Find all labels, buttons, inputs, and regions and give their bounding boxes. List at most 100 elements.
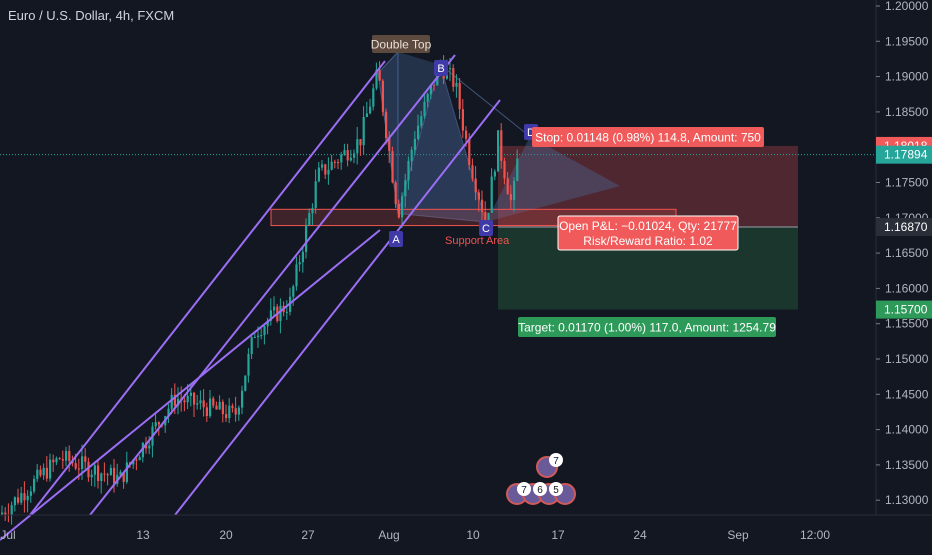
candle-body	[369, 106, 372, 114]
candle-body	[471, 165, 474, 179]
point-c-label[interactable]: C	[479, 220, 493, 236]
candle-body	[29, 491, 32, 496]
candle-body	[154, 422, 157, 427]
candle-body	[49, 459, 52, 479]
candle-body	[481, 199, 484, 212]
candle-body	[497, 130, 500, 172]
entry-price-badge-text: 1.16870	[884, 220, 928, 234]
candle-body	[346, 150, 349, 161]
candle-body	[381, 80, 384, 112]
event-count-text: 6	[537, 485, 543, 496]
price-tick-label: 1.15500	[885, 317, 929, 331]
candle-body	[388, 138, 391, 152]
candle-body	[257, 335, 260, 338]
candle-body	[273, 306, 276, 311]
candle-body	[13, 497, 16, 506]
candle-body	[465, 130, 468, 139]
candle-body	[263, 326, 266, 336]
candle-body	[433, 84, 436, 86]
candle-body	[141, 442, 144, 458]
candle-body	[285, 311, 288, 313]
candle-body	[61, 459, 64, 461]
event-count-text: 7	[521, 485, 527, 496]
price-tick-label: 1.19000	[885, 70, 929, 84]
candle-body	[484, 211, 487, 222]
time-tick-label: Sep	[727, 528, 749, 542]
candle-body	[205, 407, 208, 417]
pnl-box[interactable]: Open P&L: −0.01024, Qty: 21777Risk/Rewar…	[557, 215, 739, 251]
point-b-label[interactable]: B	[434, 60, 448, 76]
price-tick-label: 1.13000	[885, 493, 929, 507]
candle-body	[173, 394, 176, 406]
price-axis[interactable]: 1.200001.195001.190001.185001.180001.175…	[875, 0, 932, 550]
candle-body	[177, 398, 180, 406]
candle-body	[317, 167, 320, 182]
time-axis[interactable]: Jul 13 20 27 Aug 10 17 24 Sep 12:00	[0, 514, 932, 542]
candle-body	[55, 458, 58, 463]
candle-body	[167, 408, 170, 417]
candle-body	[503, 160, 506, 179]
candle-body	[113, 467, 116, 484]
candle-body	[333, 161, 336, 163]
candle-body	[308, 213, 311, 226]
candle-body	[397, 203, 400, 218]
candle-body	[449, 68, 452, 70]
candle-body	[90, 474, 93, 478]
candle-body	[196, 403, 199, 405]
candle-body	[4, 512, 7, 515]
event-badges[interactable]: 77 6 5	[506, 453, 576, 505]
candle-body	[468, 138, 471, 166]
candle-body	[260, 335, 263, 337]
candle-body	[1, 512, 4, 515]
candle-body	[247, 353, 250, 376]
candle-body	[356, 139, 359, 154]
point-c-label-text: C	[482, 223, 490, 235]
pattern-cd-fill	[486, 136, 620, 223]
candle-body	[330, 161, 333, 170]
candle-body	[426, 94, 429, 102]
candle-body	[84, 456, 87, 462]
candle-body	[10, 505, 13, 515]
candle-body	[385, 111, 388, 139]
time-tick-label: Jul	[0, 528, 15, 542]
time-tick-label: Aug	[378, 528, 399, 542]
candle-body	[103, 473, 106, 475]
candle-body	[253, 337, 256, 339]
candle-body	[138, 457, 141, 461]
candle-body	[455, 82, 458, 87]
stop-label[interactable]: Stop: 0.01148 (0.98%) 114.8, Amount: 750	[532, 127, 764, 147]
time-tick-label: 27	[301, 528, 315, 542]
candle-body	[292, 286, 295, 297]
candle-body	[148, 445, 151, 449]
candle-body	[413, 138, 416, 150]
time-tick-label: 24	[633, 528, 647, 542]
candle-body	[314, 181, 317, 208]
candle-body	[401, 196, 404, 218]
candle-body	[391, 151, 394, 183]
candle-body	[266, 320, 269, 327]
candle-body	[74, 463, 77, 469]
price-tick-label: 1.18500	[885, 105, 929, 119]
candle-body	[417, 125, 420, 139]
event-count-text: 5	[553, 485, 559, 496]
stop-label-text: Stop: 0.01148 (0.98%) 114.8, Amount: 750	[535, 130, 761, 144]
candle-body	[493, 171, 496, 177]
candle-body	[135, 459, 138, 461]
candle-body	[26, 495, 29, 501]
candle-body	[93, 465, 96, 475]
candle-body	[225, 414, 228, 419]
candle-body	[298, 262, 301, 265]
price-tick-label: 1.20000	[885, 0, 929, 13]
candle-body	[490, 176, 493, 213]
double-top-label[interactable]: Double Top	[371, 35, 432, 53]
candle-body	[244, 375, 247, 391]
target-label[interactable]: Target: 0.01170 (1.00%) 117.0, Amount: 1…	[518, 317, 776, 337]
candle-body	[340, 154, 343, 163]
point-a-label[interactable]: A	[389, 231, 403, 247]
candle-body	[125, 462, 128, 482]
entry-price-badge: 1.16870	[876, 217, 932, 236]
candle-body	[452, 68, 455, 87]
candle-body	[157, 422, 160, 425]
candle-body	[237, 407, 240, 415]
